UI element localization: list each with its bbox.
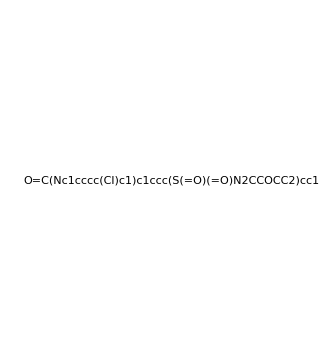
Text: O=C(Nc1cccc(Cl)c1)c1ccc(S(=O)(=O)N2CCOCC2)cc1: O=C(Nc1cccc(Cl)c1)c1ccc(S(=O)(=O)N2CCOCC… (23, 175, 319, 185)
